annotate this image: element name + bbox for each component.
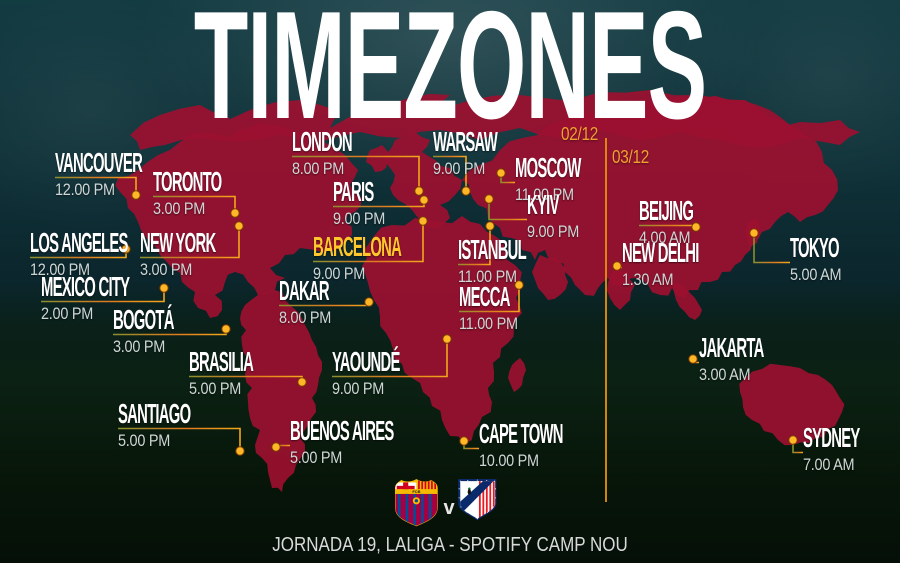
svg-text:FCB: FCB <box>412 489 420 494</box>
svg-text:v: v <box>443 497 455 519</box>
